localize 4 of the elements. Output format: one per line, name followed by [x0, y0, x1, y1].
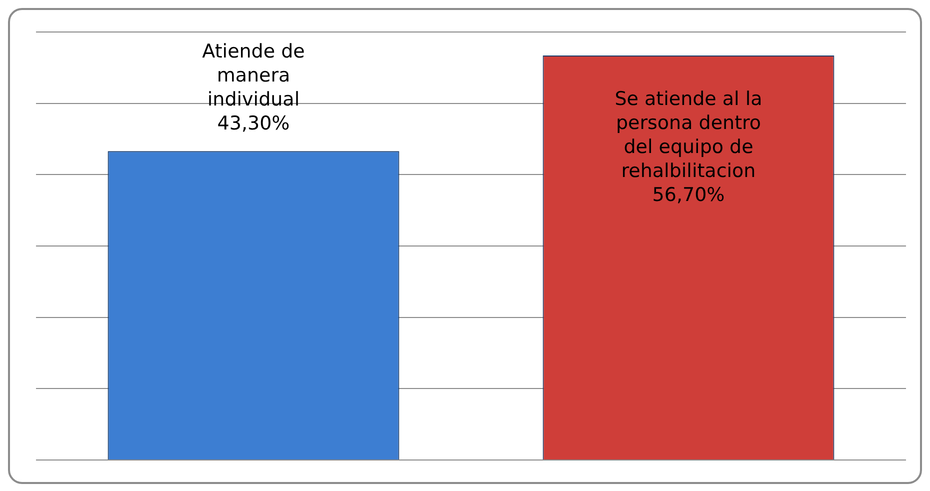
data-label: 56,70% — [652, 184, 725, 206]
data-label: 43,30% — [217, 112, 290, 135]
x-tick-label: Atiende de manera individual — [202, 40, 305, 111]
x-tick-label: Se atiende al la persona dentro del equipo de rehalbilitacion — [614, 88, 762, 182]
